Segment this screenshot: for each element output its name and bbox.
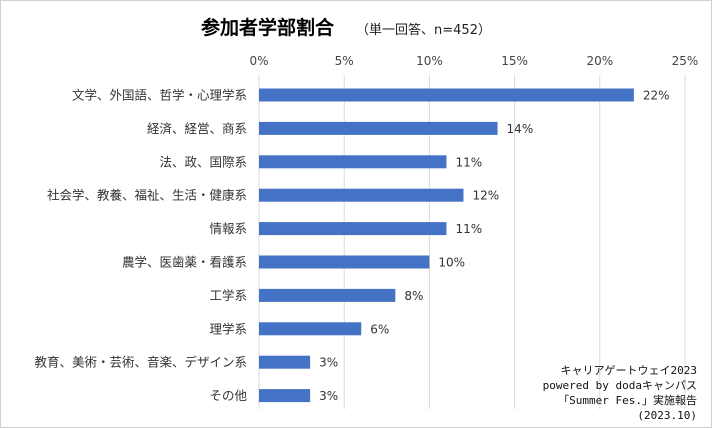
x-tick-label: 25% [672,54,699,68]
x-tick-label: 0% [249,54,268,68]
bar [259,255,430,269]
bar [259,389,311,403]
source-line: powered by dodaキャンパス [542,379,697,392]
bar [259,155,447,169]
category-label: 文学、外国語、哲学・心理学系 [72,88,247,103]
bar [259,222,447,236]
data-label: 14% [507,122,534,136]
chart-subtitle: （単一回答、n=452） [356,23,491,38]
x-tick-label: 10% [416,54,443,68]
data-label: 12% [472,189,499,203]
category-label: 経済、経営、商系 [147,121,247,136]
category-label: 社会学、教養、福祉、生活・健康系 [47,188,247,203]
category-label: 法、政、国際系 [159,154,247,169]
title-row: 参加者学部割合 （単一回答、n=452） [201,13,491,40]
data-label: 10% [438,256,465,270]
bar [259,322,362,336]
bar [259,355,311,369]
bar [259,88,634,102]
data-label: 8% [404,289,423,303]
category-label: 工学系 [209,288,247,303]
data-label: 11% [455,155,482,169]
data-label: 6% [370,322,389,336]
x-tick-label: 20% [586,54,613,68]
bar [259,121,498,135]
x-tick-label: 15% [501,54,528,68]
data-label: 22% [643,89,670,103]
data-label: 3% [319,356,338,370]
data-label: 11% [455,222,482,236]
source-line: 「Summer Fes.」実施報告 [558,394,697,407]
bar [259,288,396,302]
category-label: 教育、美術・芸術、音楽、デザイン系 [34,355,247,370]
data-label: 3% [319,389,338,403]
x-tick-label: 5% [335,54,354,68]
category-label: その他 [209,388,247,403]
category-label: 情報系 [209,221,247,236]
source-line: キャリアゲートウェイ2023 [560,364,698,377]
source-line: (2023.10) [637,409,697,422]
bar [259,188,464,202]
category-label: 理学系 [209,321,247,336]
source-note: キャリアゲートウェイ2023 powered by dodaキャンパス 「Sum… [543,363,697,423]
category-label: 農学、医歯薬・看護系 [122,255,247,270]
chart-title: 参加者学部割合 [201,17,335,39]
